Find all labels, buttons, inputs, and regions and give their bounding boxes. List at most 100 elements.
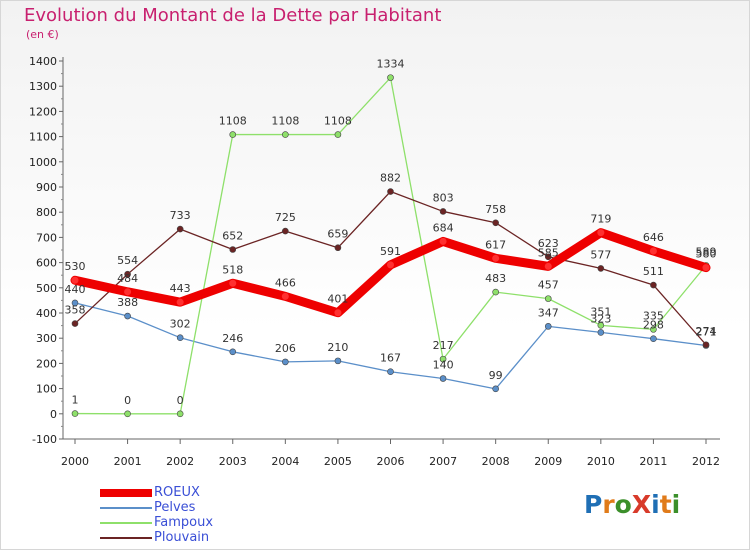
x-tick-label: 2000 — [61, 455, 89, 468]
data-label-pelves: 347 — [538, 306, 559, 319]
data-point-fampoux — [71, 410, 79, 417]
data-label-roeux: 401 — [327, 293, 348, 306]
data-point-pelves — [439, 375, 447, 382]
y-tick-label: 1200 — [29, 105, 57, 118]
data-label-fampoux: 457 — [538, 279, 559, 292]
data-point-roeux — [229, 279, 237, 287]
legend-label: Plouvain — [154, 530, 210, 545]
data-label-pelves: 440 — [65, 283, 86, 296]
y-tick-label: 0 — [50, 408, 57, 421]
data-label-roeux: 646 — [643, 231, 664, 244]
data-label-roeux: 585 — [538, 246, 559, 259]
data-label-fampoux: 589 — [696, 245, 717, 258]
data-point-fampoux — [597, 322, 605, 329]
data-label-fampoux: 1108 — [219, 115, 247, 128]
y-tick-label: 200 — [36, 357, 57, 370]
data-point-pelves — [71, 299, 79, 307]
data-point-roeux — [702, 264, 710, 272]
data-label-roeux: 719 — [590, 213, 611, 226]
data-label-roeux: 466 — [275, 276, 296, 289]
x-tick-label: 2001 — [114, 455, 142, 468]
y-tick-label: 500 — [36, 282, 57, 295]
data-point-plouvain — [71, 320, 79, 327]
x-tick-label: 2004 — [271, 455, 299, 468]
data-point-plouvain — [282, 227, 289, 235]
legend-swatch — [100, 507, 152, 509]
data-label-roeux: 518 — [222, 263, 243, 276]
data-label-plouvain: 733 — [170, 209, 191, 222]
x-tick-label: 2008 — [482, 455, 510, 468]
x-tick-label: 2003 — [219, 455, 247, 468]
data-label-fampoux: 0 — [124, 394, 131, 407]
data-point-pelves — [544, 323, 552, 330]
data-point-fampoux — [229, 131, 237, 138]
data-label-pelves: 167 — [380, 352, 401, 365]
data-point-roeux — [544, 262, 552, 270]
data-point-roeux — [334, 309, 342, 317]
x-tick-label: 2005 — [324, 455, 352, 468]
data-label-plouvain: 577 — [590, 248, 611, 261]
data-label-pelves: 271 — [696, 326, 717, 339]
data-label-plouvain: 758 — [485, 203, 506, 216]
data-point-fampoux — [544, 295, 552, 302]
data-point-pelves — [650, 335, 657, 343]
x-tick-label: 2006 — [377, 455, 405, 468]
y-tick-label: 300 — [36, 332, 57, 345]
data-label-pelves: 206 — [275, 342, 296, 355]
data-label-roeux: 684 — [433, 221, 454, 234]
data-label-fampoux: 483 — [485, 272, 506, 285]
y-tick-label: 1300 — [29, 80, 57, 93]
data-point-roeux — [124, 288, 132, 296]
data-label-plouvain: 882 — [380, 172, 401, 185]
data-label-plouvain: 623 — [538, 237, 559, 250]
data-label-pelves: 210 — [327, 341, 348, 354]
y-tick-label: 400 — [36, 307, 57, 320]
y-tick-label: 1000 — [29, 156, 57, 169]
data-point-plouvain — [229, 246, 237, 253]
data-point-roeux — [387, 261, 394, 269]
y-tick-label: 1100 — [29, 131, 57, 144]
data-label-roeux: 591 — [380, 245, 401, 258]
data-point-roeux — [71, 276, 79, 284]
legend-label: Pelves — [154, 500, 196, 515]
data-label-plouvain: 554 — [117, 254, 138, 267]
data-point-plouvain — [334, 244, 342, 252]
data-label-plouvain: 803 — [433, 191, 454, 204]
data-point-roeux — [176, 298, 184, 306]
legend-swatch — [100, 537, 152, 539]
y-tick-label: 800 — [36, 206, 57, 219]
data-label-pelves: 99 — [489, 369, 503, 382]
data-point-pelves — [176, 334, 184, 341]
data-label-roeux: 443 — [170, 282, 191, 295]
x-tick-label: 2007 — [429, 455, 457, 468]
legend-label: Fampoux — [154, 515, 214, 530]
data-label-plouvain: 511 — [643, 265, 664, 278]
data-point-plouvain — [439, 208, 447, 215]
data-label-fampoux: 335 — [643, 309, 664, 322]
data-point-pelves — [124, 312, 131, 320]
data-label-plouvain: 274 — [696, 325, 717, 338]
data-label-pelves: 298 — [643, 319, 664, 332]
data-label-fampoux: 1108 — [324, 115, 352, 128]
data-label-roeux: 617 — [485, 238, 506, 251]
data-point-roeux — [597, 229, 605, 237]
data-label-fampoux: 1 — [72, 394, 79, 407]
data-point-plouvain — [492, 219, 499, 227]
data-point-fampoux — [176, 410, 184, 418]
data-label-fampoux: 351 — [590, 305, 611, 318]
data-label-fampoux: 217 — [433, 339, 454, 352]
data-point-roeux — [439, 237, 447, 245]
data-point-pelves — [334, 357, 342, 365]
chart-subtitle: (en €) — [26, 28, 59, 41]
data-point-roeux — [492, 254, 500, 262]
chart-title: Evolution du Montant de la Dette par Hab… — [24, 5, 442, 26]
data-point-pelves — [492, 385, 499, 393]
data-label-pelves: 246 — [222, 332, 243, 345]
data-point-pelves — [597, 329, 605, 336]
data-point-fampoux — [282, 131, 289, 138]
data-label-plouvain: 725 — [275, 211, 296, 224]
data-point-fampoux — [334, 131, 342, 138]
y-tick-label: 900 — [36, 181, 57, 194]
x-tick-label: 2010 — [587, 455, 615, 468]
